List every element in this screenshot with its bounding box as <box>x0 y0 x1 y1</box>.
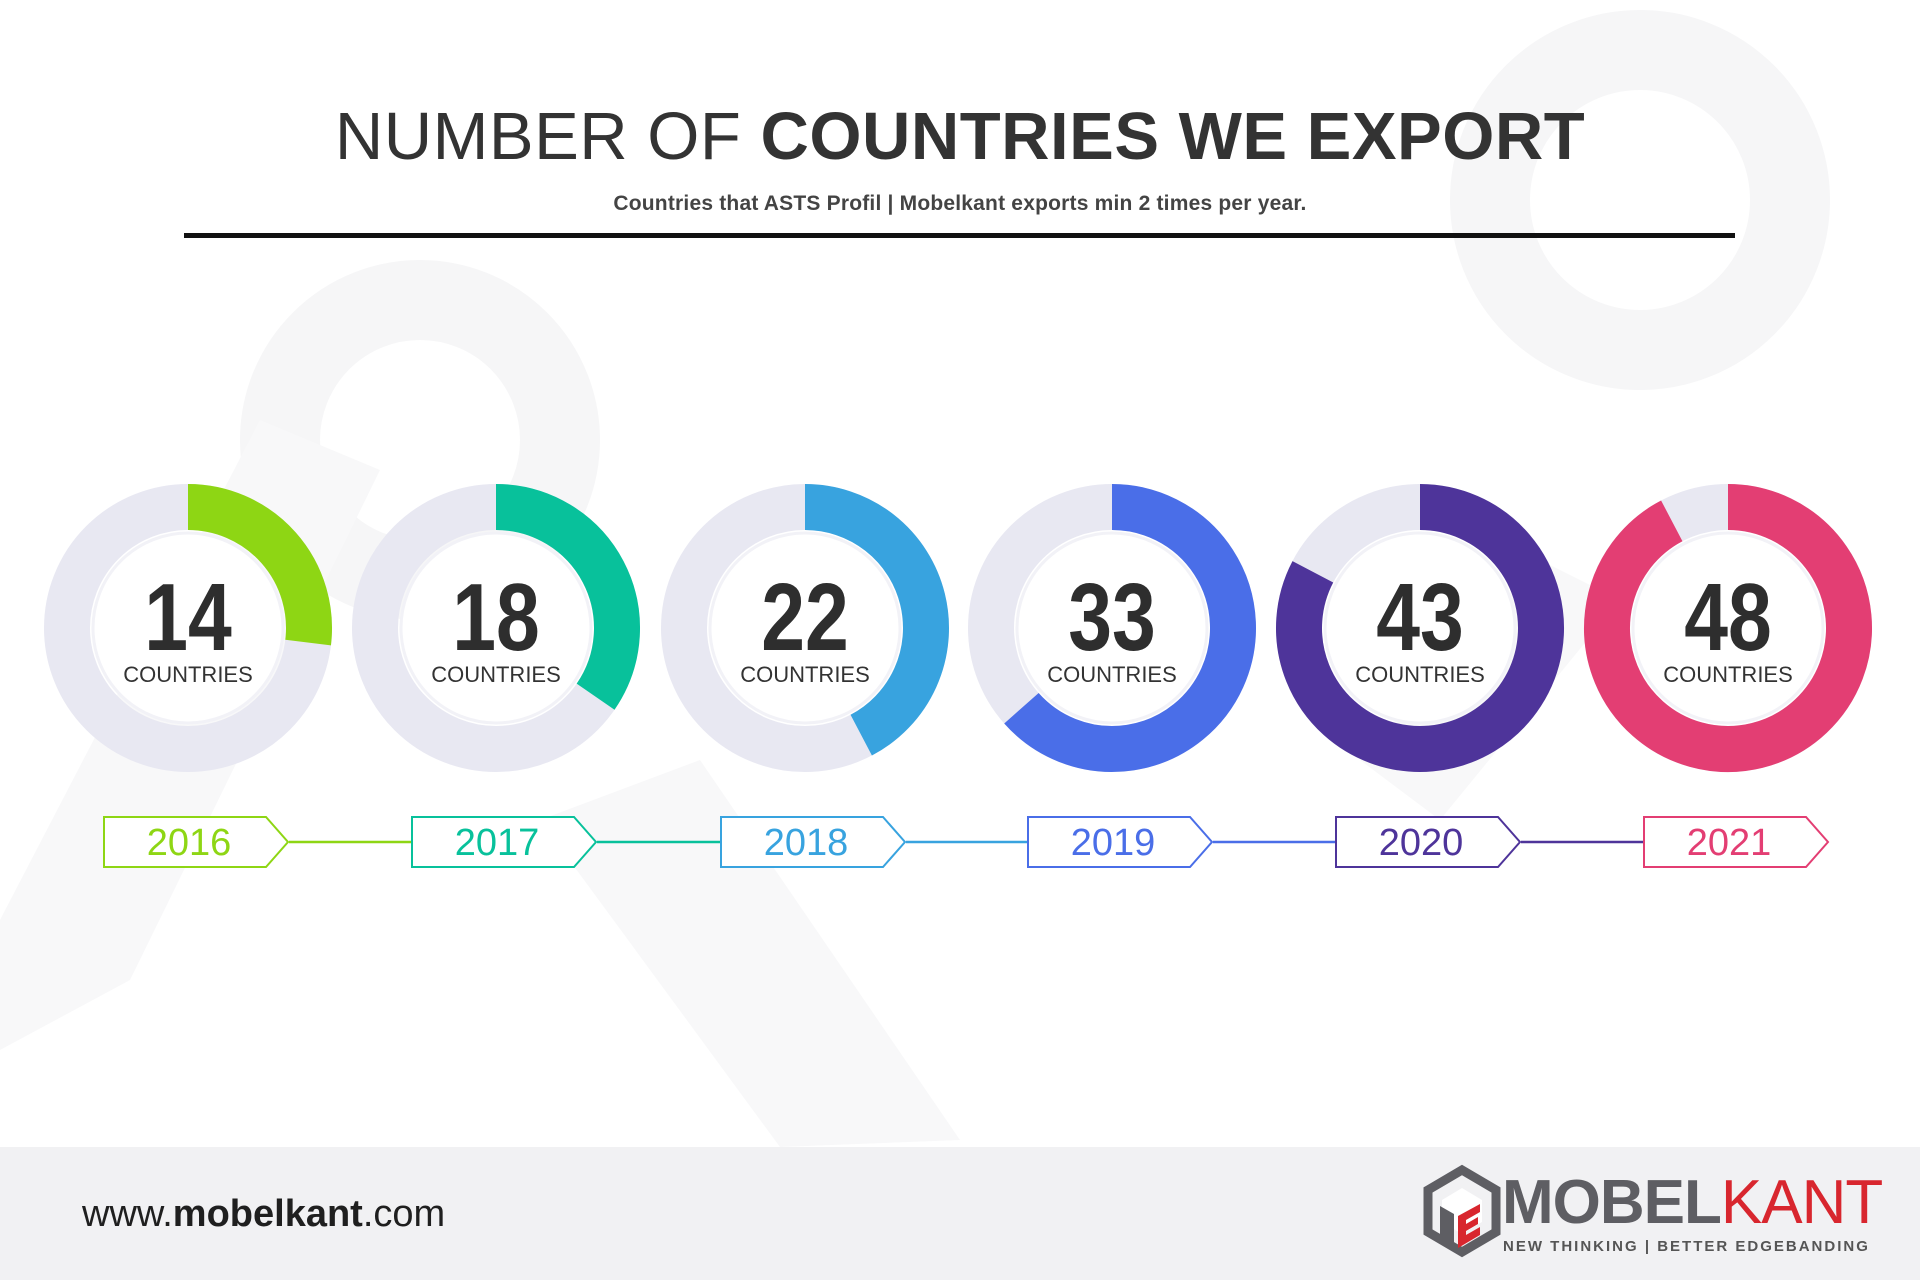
year-tag <box>103 816 290 868</box>
donut-center <box>91 531 285 725</box>
donut-value-arc <box>187 484 332 646</box>
donut-center <box>1015 531 1209 725</box>
footer-bar <box>0 1147 1920 1280</box>
brand-name: MOBELKANT <box>1502 1172 1883 1234</box>
title-bold-part: COUNTRIES WE EXPORT <box>760 99 1586 174</box>
donut-value-arc <box>1004 484 1256 772</box>
url-suffix: .com <box>362 1193 446 1235</box>
year-label: 2020 <box>1379 822 1464 864</box>
donut-value-arc <box>495 484 640 710</box>
page-title: NUMBER OF COUNTRIES WE EXPORT <box>0 98 1920 175</box>
donut-unit-label: COUNTRIES <box>1047 662 1177 687</box>
brand-tagline: NEW THINKING | BETTER EDGEBANDING <box>1503 1238 1870 1255</box>
year-label: 2016 <box>147 822 232 864</box>
donut-value-arc <box>804 484 949 756</box>
donut-unit-label: COUNTRIES <box>740 662 870 687</box>
title-divider <box>184 233 1735 238</box>
year-label: 2019 <box>1071 822 1156 864</box>
donut-center <box>1631 531 1825 725</box>
donut-value-label: 48 <box>1684 564 1772 671</box>
donut-value-label: 33 <box>1068 564 1156 671</box>
year-tag <box>1643 816 1830 868</box>
year-tag <box>1335 816 1522 868</box>
donut-value-label: 22 <box>761 564 849 671</box>
donut-unit-label: COUNTRIES <box>431 662 561 687</box>
donut-value-label: 18 <box>452 564 540 671</box>
brand-name-part2: KANT <box>1720 1168 1883 1237</box>
year-tag <box>1027 816 1214 868</box>
donut-center <box>399 531 593 725</box>
year-label: 2018 <box>764 822 849 864</box>
brand-name-part1: MOBEL <box>1502 1168 1722 1237</box>
donut-center <box>708 531 902 725</box>
mobelkant-cube-logo-icon <box>1423 1164 1501 1258</box>
year-tag <box>411 816 598 868</box>
donut-unit-label: COUNTRIES <box>1663 662 1793 687</box>
subtitle: Countries that ASTS Profil | Mobelkant e… <box>613 192 1307 215</box>
year-tag <box>720 816 907 868</box>
donut-center <box>1323 531 1517 725</box>
donut-unit-label: COUNTRIES <box>1355 662 1485 687</box>
donut-value-label: 43 <box>1376 564 1464 671</box>
url-prefix: www. <box>82 1193 173 1235</box>
year-label: 2021 <box>1687 822 1772 864</box>
donut-value-arc <box>1584 484 1872 772</box>
donut-unit-label: COUNTRIES <box>123 662 253 687</box>
donut-value-label: 14 <box>144 564 232 671</box>
website-link[interactable]: www.mobelkant.com <box>82 1193 445 1236</box>
title-light-part: NUMBER OF <box>334 99 742 174</box>
donut-value-arc <box>1276 484 1564 772</box>
url-domain: mobelkant <box>172 1193 363 1235</box>
year-label: 2017 <box>455 822 540 864</box>
